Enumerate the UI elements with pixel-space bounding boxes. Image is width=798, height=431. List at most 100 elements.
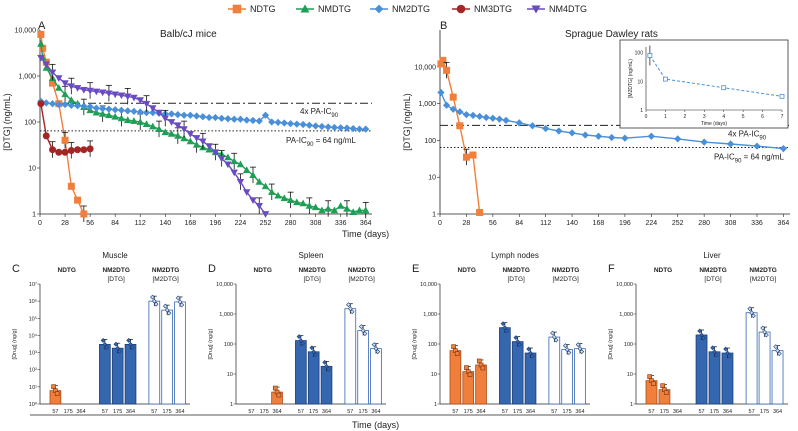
y-tick-label: 1 [230,402,233,408]
data-point-nm2dtg [186,111,194,119]
data-point-nm2dtg [449,105,457,113]
data-point-nmdtg [311,203,320,211]
bar-blue [111,347,124,405]
series-line-nm4dtg [40,57,267,215]
data-point-nm2dtg [268,118,276,126]
ref-label-text: PA-IC [286,136,307,145]
bar-point [117,348,122,354]
data-point-nmdtg [293,198,301,206]
bar-blue [524,352,537,405]
bar-point [179,302,185,308]
bar-point [360,328,366,334]
y-tick-label: 10 [28,166,36,173]
bar-point [322,359,328,365]
data-point-nm2dtg [48,100,57,108]
y-tick-label: 10 [627,372,633,378]
x-tick-label: 175 [710,409,719,415]
data-point-nm2dtg [349,124,357,133]
data-point-nm2dtg [117,106,126,114]
y-tick-label: 10,000 [216,282,233,288]
bar-point [54,391,60,396]
bar-blue [99,343,111,405]
data-point-nm2dtg [224,115,232,123]
data-point-nmdtg [349,208,357,215]
data-point-nm4dtg [136,97,144,104]
data-point-nm2dtg [280,119,288,127]
data-point-nm2dtg [528,122,537,130]
data-point-nm2dtg [437,88,445,97]
group-label: NM2DTG [699,267,726,274]
data-point-nmdtg [243,166,251,173]
bar-open [561,349,573,405]
y-tick-label: 10⁰ [29,401,38,408]
x-tick-label: 364 [526,409,535,415]
bar-point [102,341,108,347]
data-point-nmdtg [336,202,345,209]
data-point-nm2dtg [674,135,682,143]
data-point-nmdtg [136,118,144,125]
y-axis-label: [DTG] (ng/mL) [2,93,12,151]
data-point-nm2dtg [753,142,761,150]
panel-letter: E [412,263,419,275]
panel-letter: D [208,263,216,275]
panel-title: Liver [703,251,721,260]
bar-blue [708,351,721,405]
y-tick-label: 10² [29,368,37,374]
bar-open [357,330,369,405]
panel-title: Muscle [102,251,128,260]
data-point-nm2dtg [80,102,88,110]
series-line-ndtg [440,58,481,213]
bar-point [647,374,652,379]
bar-point [749,310,755,316]
panel-title: Sprague Dawley rats [565,29,658,40]
data-point-nm2dtg [542,124,550,133]
bar-point [528,350,533,356]
data-point-nm2dtg [456,108,464,116]
x-tick-label: 0 [438,220,442,227]
data-point-nmdtg [123,116,132,123]
data-point-ndtg [462,153,470,161]
x-tick-label: 57 [248,409,254,415]
x-tick-label: 280 [698,220,710,227]
bar-open [758,331,771,405]
data-point-nmdtg [61,90,69,98]
group-label: NM2DTG [749,267,776,274]
bottom-x-axis-label: Time (days) [352,420,399,430]
x-tick-label: 84 [515,220,523,227]
data-point-nm4dtg [167,119,176,126]
data-point-nm2dtg [255,117,263,125]
data-point-ndtg [439,56,447,64]
inset-x-tick-label: 4 [722,114,725,120]
bar-point [325,366,331,372]
data-point-nm4dtg [230,169,238,177]
group-label: NM2DTG [552,267,579,274]
bar-point [747,306,753,312]
data-point-nmdtg [355,206,364,214]
bar-point [726,353,732,359]
data-point-nmdtg [98,110,107,117]
bar-point [358,324,364,330]
x-tick-label: 364 [575,409,584,415]
bar-point [313,352,318,358]
data-point-nmdtg [117,114,126,122]
data-point-nm2dtg [293,120,301,128]
group-label: NM2DTG [348,267,375,274]
bar-point [504,328,510,334]
x-tick-label: 280 [285,220,297,227]
data-point-nm2dtg [355,125,364,133]
data-point-nmdtg [192,140,201,148]
y-tick-label: 10 [431,372,437,378]
bar-blue [307,351,320,405]
ref-label-subscript: 90 [331,113,338,119]
data-point-nmdtg [330,206,339,214]
x-tick-label: 57 [52,409,58,415]
inset-point [663,76,668,82]
ref-label-text: = 64 ng/mL [313,136,356,145]
data-point-nmdtg [249,171,257,178]
x-tick-label: 57 [698,409,704,415]
bar-point [723,346,729,352]
panel-c-muscle: C Muscle 10⁰ 10¹ 10² 10³ 10⁴ 10⁵ 10⁶ 10⁷ [Drug] (n… [12,251,190,415]
data-point-ndtg [37,30,45,38]
bar-point [115,345,121,351]
